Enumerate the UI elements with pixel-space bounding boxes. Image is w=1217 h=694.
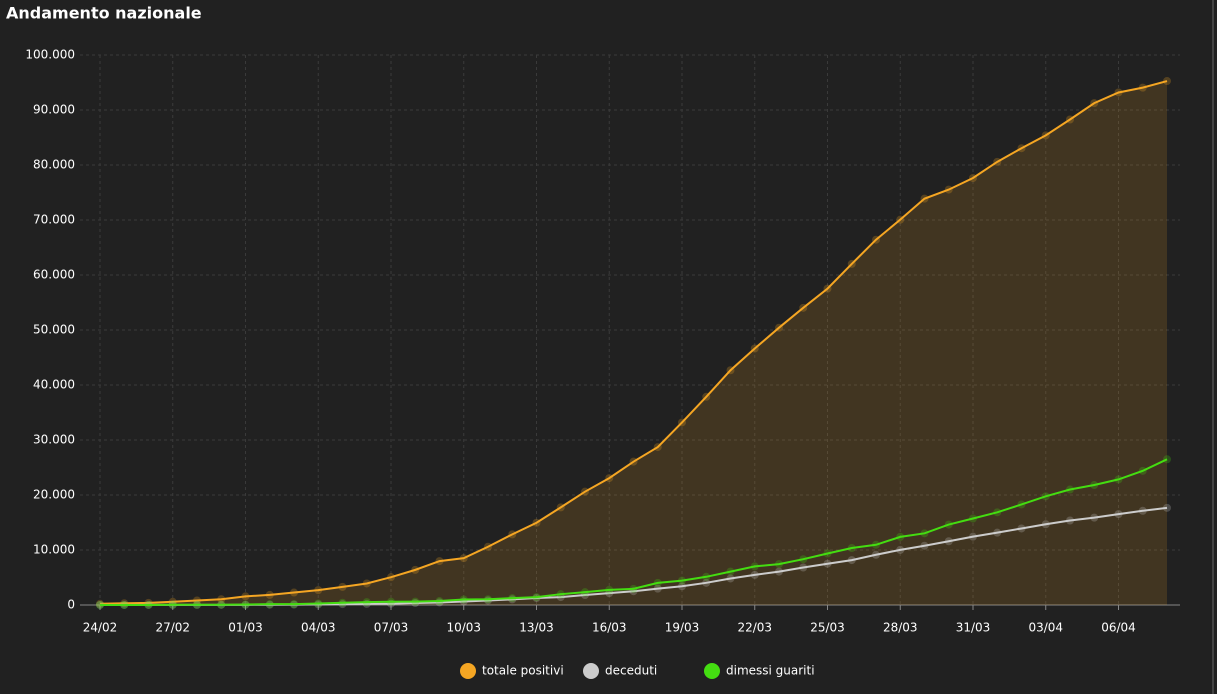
y-tick-label: 0 xyxy=(67,598,75,612)
legend-swatch xyxy=(583,663,599,679)
x-tick-label: 04/03 xyxy=(301,621,336,635)
x-tick-label: 07/03 xyxy=(374,621,409,635)
x-tick-label: 28/03 xyxy=(883,621,918,635)
x-tick-label: 03/04 xyxy=(1028,621,1063,635)
y-tick-label: 60.000 xyxy=(33,268,75,282)
x-tick-label: 06/04 xyxy=(1101,621,1136,635)
x-tick-label: 25/03 xyxy=(810,621,845,635)
x-tick-label: 01/03 xyxy=(228,621,263,635)
y-tick-label: 30.000 xyxy=(33,433,75,447)
x-tick-label: 27/02 xyxy=(155,621,190,635)
line xyxy=(100,458,1168,606)
y-tick-label: 40.000 xyxy=(33,378,75,392)
y-tick-label: 90.000 xyxy=(33,103,75,117)
legend-label: deceduti xyxy=(605,664,657,678)
y-tick-label: 100.000 xyxy=(25,48,75,62)
x-tick-label: 10/03 xyxy=(446,621,481,635)
legend-swatch xyxy=(704,663,720,679)
x-tick-label: 13/03 xyxy=(519,621,554,635)
x-tick-label: 24/02 xyxy=(83,621,118,635)
legend-label: dimessi guariti xyxy=(726,664,815,678)
y-tick-label: 10.000 xyxy=(33,543,75,557)
y-tick-label: 20.000 xyxy=(33,488,75,502)
x-tick-label: 16/03 xyxy=(592,621,627,635)
area xyxy=(100,81,1167,605)
y-tick-label: 50.000 xyxy=(33,323,75,337)
legend-label: totale positivi xyxy=(482,664,564,678)
chart-title: Andamento nazionale xyxy=(6,4,202,23)
y-tick-label: 70.000 xyxy=(33,213,75,227)
legend-swatch xyxy=(460,663,476,679)
y-tick-label: 80.000 xyxy=(33,158,75,172)
x-tick-label: 19/03 xyxy=(665,621,700,635)
x-tick-label: 22/03 xyxy=(737,621,772,635)
x-tick-label: 31/03 xyxy=(956,621,991,635)
line xyxy=(99,80,1168,605)
